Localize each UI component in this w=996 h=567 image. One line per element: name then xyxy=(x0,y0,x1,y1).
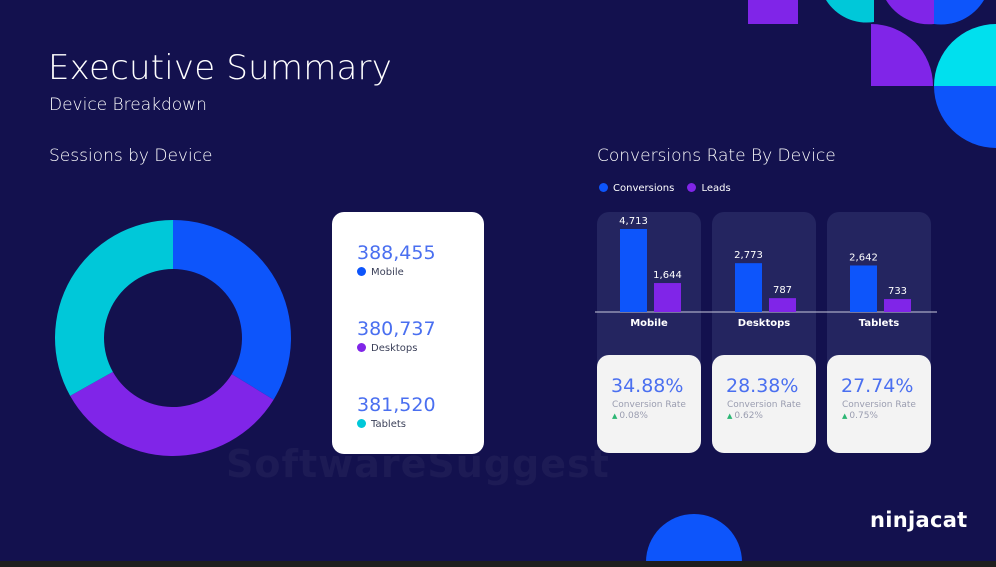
stat-label: Tablets xyxy=(371,419,406,430)
deco-shape xyxy=(934,24,996,86)
up-arrow-icon: ▲ xyxy=(842,412,848,420)
bar-data-label: 2,773 xyxy=(734,250,763,261)
legend-dot xyxy=(687,183,697,192)
stat-value: 388,455 xyxy=(357,242,436,264)
bar-data-label: 1,644 xyxy=(653,270,682,281)
legend-dot xyxy=(357,419,366,428)
donut-slice-mobile xyxy=(173,220,291,400)
bar-conversions-desktops xyxy=(735,263,762,312)
stat-value: 381,520 xyxy=(357,394,436,416)
bar-data-label: 4,713 xyxy=(619,216,648,227)
legend-label: Conversions xyxy=(613,183,675,194)
stat-mobile: 388,455 Mobile xyxy=(357,242,436,278)
legend-dot xyxy=(599,183,608,192)
deco-shape xyxy=(826,0,874,23)
deco-shape xyxy=(748,0,798,24)
conversion-rate-change: 0.75% xyxy=(849,411,878,421)
conversion-rate-change: 0.62% xyxy=(734,411,763,421)
bar-data-label: 2,642 xyxy=(849,252,878,263)
deco-shape xyxy=(646,514,742,562)
conversions-chart-title: Conversions Rate By Device xyxy=(597,146,836,166)
bar-leads-tablets xyxy=(884,299,911,312)
conversion-rate-label: Conversion Rate xyxy=(612,400,686,410)
brand-logo: ninjacat xyxy=(870,508,968,532)
conversion-rate-change: 0.08% xyxy=(619,411,648,421)
conversion-rate-label: Conversion Rate xyxy=(727,400,801,410)
up-arrow-icon: ▲ xyxy=(612,412,618,420)
sessions-chart-title: Sessions by Device xyxy=(49,146,213,166)
donut-slice-tablets xyxy=(54,220,173,396)
rate-card-desktops: 28.38% Conversion Rate ▲ 0.62% xyxy=(712,355,816,453)
deco-shape xyxy=(871,24,933,86)
legend-label: Leads xyxy=(701,183,731,194)
legend-dot xyxy=(357,267,366,276)
stat-label: Mobile xyxy=(371,267,404,278)
deco-shape xyxy=(886,0,934,25)
conversion-rate-value: 34.88% xyxy=(611,375,684,397)
rate-card-tablets: 27.74% Conversion Rate ▲ 0.75% xyxy=(827,355,931,453)
bottom-bar xyxy=(0,561,996,567)
conversion-rate-value: 28.38% xyxy=(726,375,799,397)
bar-conversions-tablets xyxy=(850,265,877,312)
bar-conversions-mobile xyxy=(620,229,647,312)
donut-slice-desktops xyxy=(70,371,274,456)
legend-dot xyxy=(357,343,366,352)
conversions-legend: Conversions Leads xyxy=(599,183,741,194)
conversion-rate-value: 27.74% xyxy=(841,375,914,397)
page-subtitle: Device Breakdown xyxy=(49,95,207,115)
bar-leads-desktops xyxy=(769,298,796,312)
page-title: Executive Summary xyxy=(48,48,393,88)
sessions-donut-chart xyxy=(54,220,291,456)
category-label-desktops: Desktops xyxy=(738,318,790,329)
category-label-mobile: Mobile xyxy=(630,318,668,329)
up-arrow-icon: ▲ xyxy=(727,412,733,420)
stat-label: Desktops xyxy=(371,343,418,354)
rate-card-mobile: 34.88% Conversion Rate ▲ 0.08% xyxy=(597,355,701,453)
stat-desktops: 380,737 Desktops xyxy=(357,318,436,354)
legend-item-leads: Leads xyxy=(687,183,731,194)
conversion-rate-label: Conversion Rate xyxy=(842,400,916,410)
deco-shape xyxy=(934,0,984,25)
stat-value: 380,737 xyxy=(357,318,436,340)
sessions-stats-card: 388,455 Mobile 380,737 Desktops 381,520 … xyxy=(332,212,484,454)
bar-data-label: 787 xyxy=(773,285,792,296)
category-label-tablets: Tablets xyxy=(859,318,899,329)
bar-leads-mobile xyxy=(654,283,681,312)
stat-tablets: 381,520 Tablets xyxy=(357,394,436,430)
legend-item-conversions: Conversions xyxy=(599,183,674,194)
deco-shape xyxy=(934,86,996,148)
bar-data-label: 733 xyxy=(888,286,907,297)
